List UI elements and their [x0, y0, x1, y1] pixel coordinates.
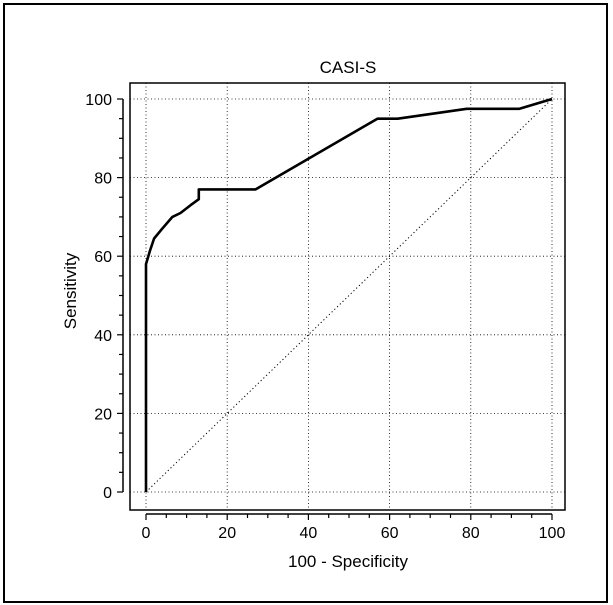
axis-lines	[122, 99, 552, 515]
x-tick-label-80: 80	[462, 525, 480, 542]
chart-title: CASI-S	[320, 58, 377, 77]
y-axis-title: Sensitivity	[61, 252, 80, 329]
axis-ticks: 0 20 40 60 80 100 0 20 40 60 80 100	[85, 92, 565, 542]
chart-frame	[3, 3, 608, 603]
y-tick-label-80: 80	[94, 171, 112, 188]
x-tick-label-0: 0	[142, 525, 151, 542]
x-tick-label-100: 100	[539, 525, 566, 542]
reference-diagonal-line	[145, 98, 553, 493]
y-tick-label-0: 0	[103, 485, 112, 502]
x-tick-label-20: 20	[218, 525, 236, 542]
grid-layer	[130, 83, 565, 510]
y-tick-label-100: 100	[85, 92, 112, 109]
x-tick-label-40: 40	[300, 525, 318, 542]
y-tick-label-20: 20	[94, 406, 112, 423]
plot-border	[129, 82, 566, 511]
y-tick-label-40: 40	[94, 328, 112, 345]
x-tick-label-60: 60	[381, 525, 399, 542]
y-tick-label-60: 60	[94, 249, 112, 266]
roc-curve-series	[144, 97, 553, 492]
x-axis-title: 100 - Specificity	[288, 552, 408, 571]
